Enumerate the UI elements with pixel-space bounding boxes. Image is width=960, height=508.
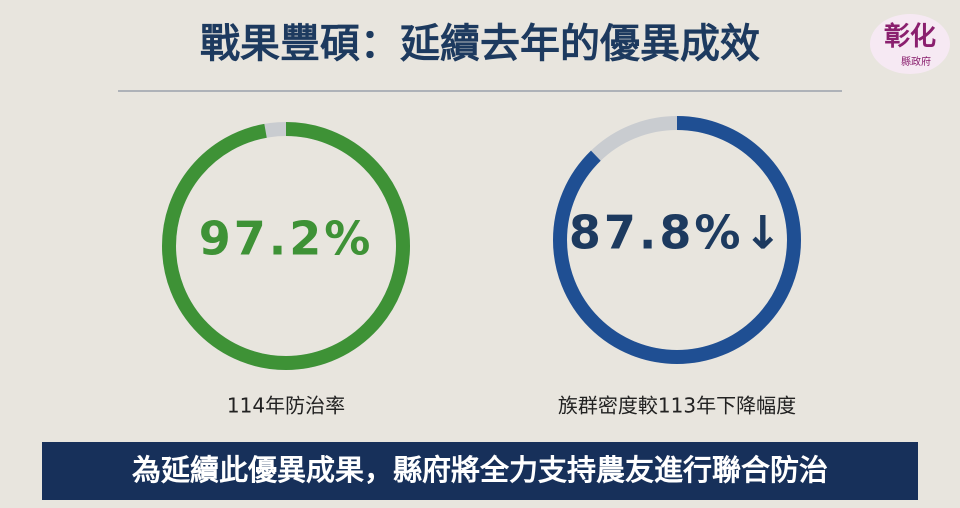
gauge-value: 97.2% bbox=[199, 212, 374, 266]
gauge-caption: 族群密度較113年下降幅度 bbox=[558, 394, 796, 418]
gauge-arc bbox=[553, 116, 801, 364]
logo-badge bbox=[870, 14, 950, 74]
logo-sub: 縣政府 bbox=[901, 55, 931, 68]
gauge-caption: 114年防治率 bbox=[227, 394, 345, 418]
gauges: 97.2% 114年防治率 87.8%↓ 族群密度較113年下降幅度 bbox=[162, 116, 801, 418]
banner bbox=[42, 442, 918, 500]
logo-name: 彰化 bbox=[884, 21, 936, 52]
logo: 彰化 縣政府 bbox=[870, 14, 950, 74]
title: 戰果豐碩：延續去年的優異成效 bbox=[200, 21, 760, 67]
gauge-value: 87.8%↓ bbox=[569, 206, 785, 260]
banner-text: 為延續此優異成果，縣府將全力支持農友進行聯合防治 bbox=[132, 453, 828, 487]
gauge-arc bbox=[162, 122, 410, 370]
